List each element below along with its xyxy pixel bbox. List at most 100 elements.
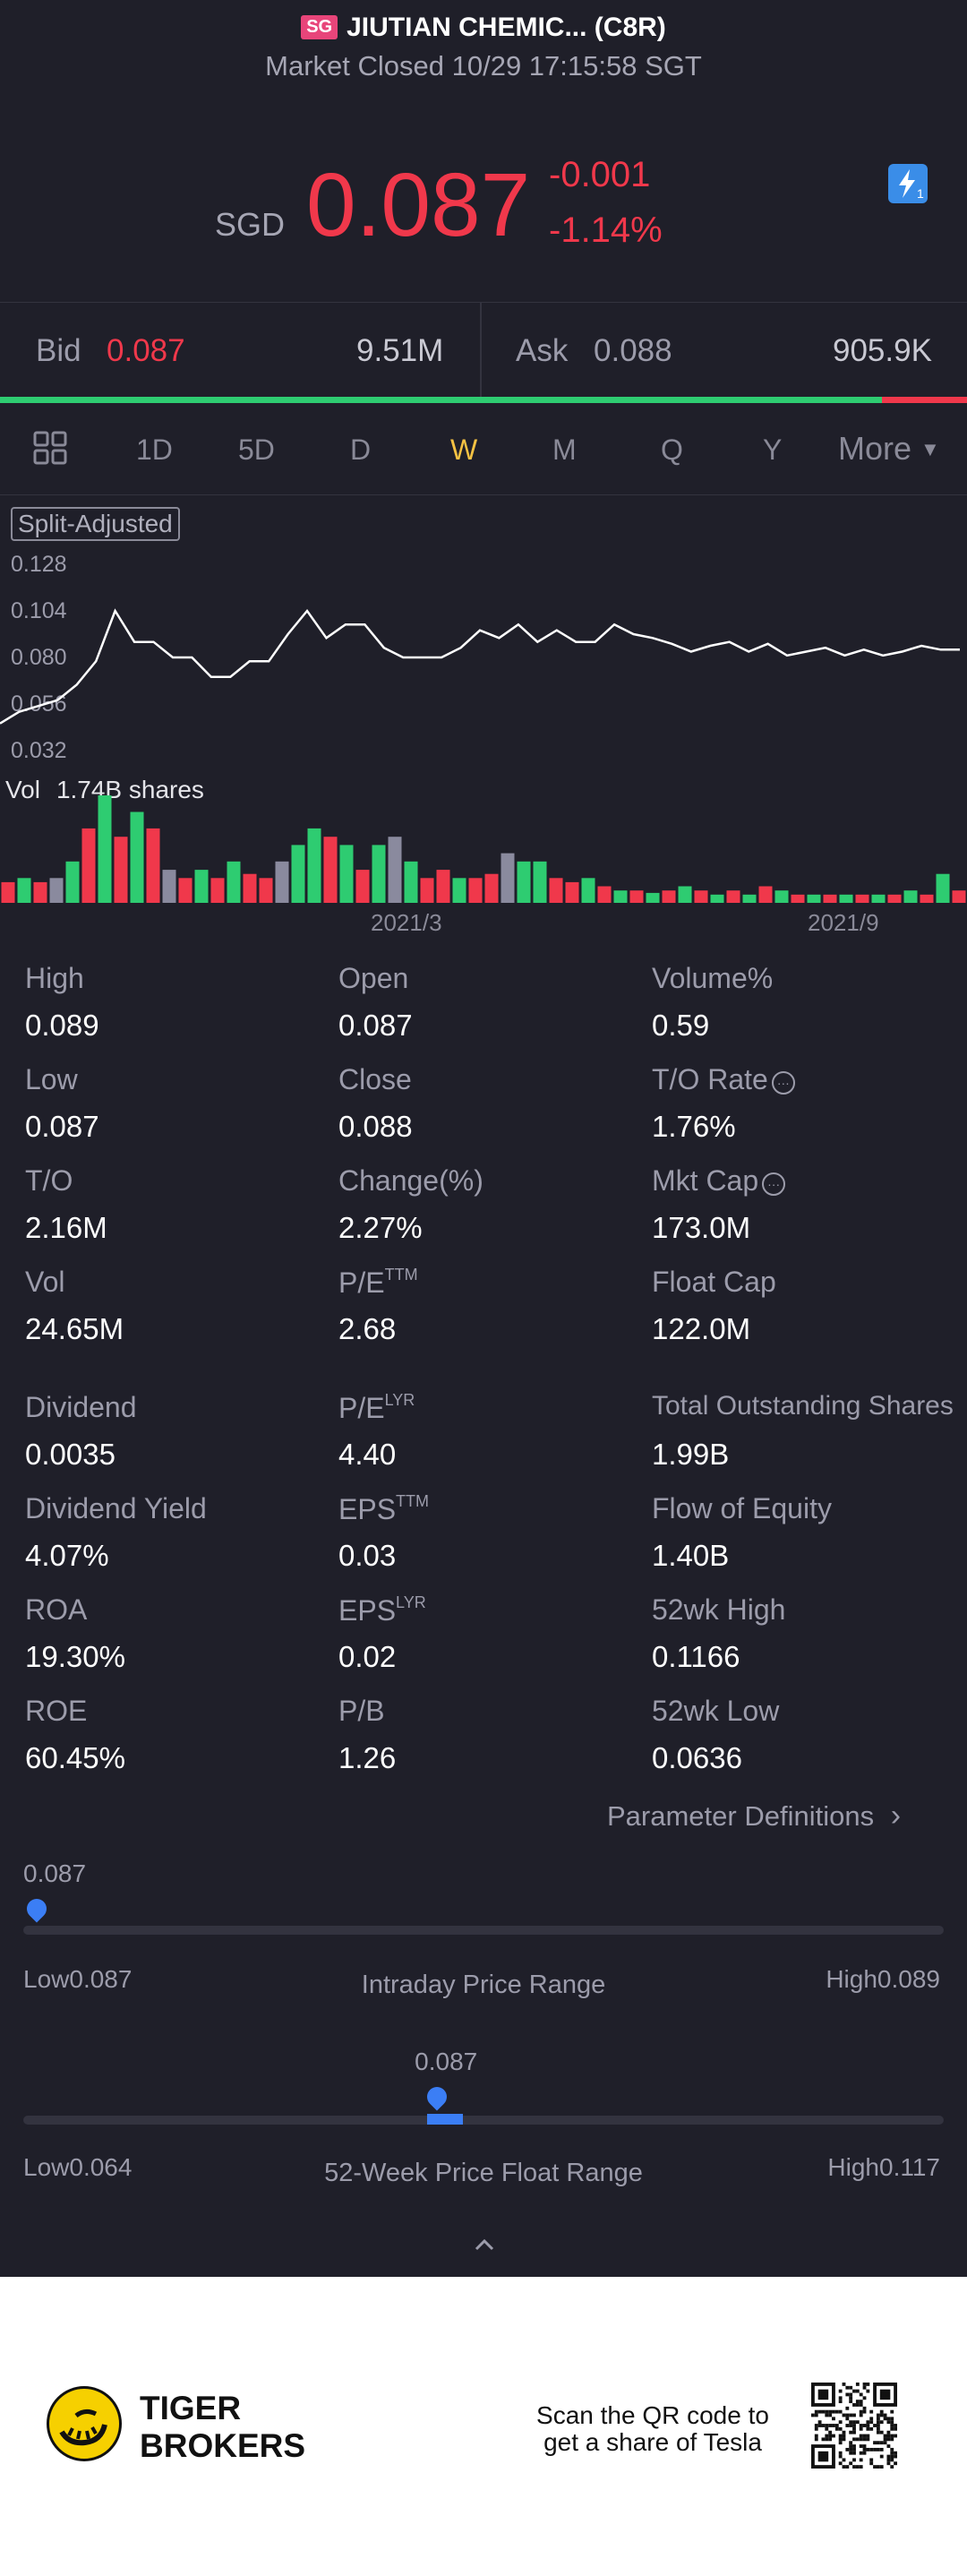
volume-bar (162, 870, 176, 903)
stat-value: 1.99B (652, 1438, 730, 1471)
stat-label: 52wk Low (652, 1695, 779, 1728)
info-icon[interactable]: ··· (762, 1172, 786, 1196)
stat-label: ROA (25, 1593, 87, 1627)
svg-text:1: 1 (917, 186, 924, 201)
parameter-definitions-link[interactable]: Parameter Definitions › (607, 1799, 901, 1833)
volume-bar (420, 878, 434, 903)
grid-icon[interactable] (32, 430, 68, 470)
intraday-high-label: High (826, 1965, 877, 1993)
volume-bar (146, 828, 160, 903)
volume-bar (807, 894, 821, 903)
stat-label: T/O (25, 1164, 73, 1198)
x-tick: 2021/9 (808, 909, 879, 936)
caret-down-icon: ▼ (920, 438, 940, 460)
week52-low-value: 0.064 (69, 2153, 133, 2181)
stat-label: P/B (338, 1695, 385, 1728)
stat-label-text: T/O Rate (652, 1063, 768, 1095)
intraday-marker-icon (22, 1894, 51, 1923)
volume-bar (501, 853, 515, 903)
stat-label: Vol (25, 1266, 64, 1299)
intraday-high: High0.089 (826, 1965, 940, 1994)
stat-label-text: Dividend Yield (25, 1492, 207, 1524)
market-status: Market Closed 10/29 17:15:58 SGT (265, 50, 702, 82)
volume-bar (791, 894, 805, 903)
stat-label-sup: TTM (396, 1492, 430, 1510)
tab-q[interactable]: Q (661, 434, 683, 466)
tiger-logo-icon (47, 2386, 122, 2461)
volume-bar-chart[interactable] (0, 788, 967, 905)
stat-value: 0.088 (338, 1110, 413, 1143)
volume-bar (404, 861, 418, 903)
tab-d[interactable]: D (350, 434, 372, 466)
volume-label: Vol 1.74B shares (5, 776, 204, 804)
stat-value: 0.0035 (25, 1438, 116, 1471)
scan-prompt-line1: Scan the QR code to (536, 2401, 769, 2429)
stat-value: 2.68 (338, 1312, 397, 1345)
stat-label-text: Change(%) (338, 1164, 484, 1197)
volume-bar (694, 890, 708, 903)
volume-bar (227, 861, 241, 903)
volume-bar (742, 894, 757, 903)
intraday-high-value: 0.089 (877, 1965, 940, 1993)
stat-value: 1.76% (652, 1110, 736, 1143)
volume-bar (17, 878, 31, 903)
tab-y[interactable]: Y (763, 434, 783, 466)
stat-label: ROE (25, 1695, 87, 1728)
week52-high-label: High (827, 2153, 879, 2181)
volume-bar (452, 878, 466, 903)
volume-bar (855, 894, 869, 903)
stat-value: 0.03 (338, 1539, 397, 1572)
tab-w[interactable]: W (450, 434, 478, 466)
volume-bar (678, 886, 692, 903)
tab-1d[interactable]: 1D (136, 434, 173, 466)
price-change-percent: -1.14% (549, 210, 663, 250)
scan-prompt: Scan the QR code to get a share of Tesla (523, 2402, 783, 2456)
stat-label-sup: LYR (396, 1593, 426, 1611)
stat-value: 60.45% (25, 1741, 125, 1774)
volume-bar (597, 886, 612, 903)
stat-label-text: P/E (338, 1267, 385, 1299)
split-adjusted-button[interactable]: Split-Adjusted (11, 507, 180, 541)
stat-label: Open (338, 962, 408, 995)
volume-bar (243, 873, 257, 903)
volume-bar (823, 894, 837, 903)
tab-more[interactable]: More ▼ (838, 430, 940, 468)
volume-bar (903, 890, 918, 903)
info-icon[interactable]: ··· (771, 1071, 795, 1095)
tab-5d[interactable]: 5D (238, 434, 275, 466)
volume-bar (758, 886, 773, 903)
volume-bar (98, 795, 112, 903)
intraday-low-value: 0.087 (69, 1965, 133, 1993)
stat-label-text: Close (338, 1063, 412, 1095)
bid-size: 9.51M (356, 333, 444, 368)
stat-value: 24.65M (25, 1312, 124, 1345)
ask-size: 905.9K (833, 333, 932, 368)
stat-label-sup: TTM (384, 1266, 418, 1284)
stat-label: EPSLYR (338, 1593, 426, 1627)
stat-label: Total Outstanding Shares (652, 1391, 954, 1421)
volume-bar (194, 870, 209, 903)
lightning-icon[interactable]: 1 (888, 164, 928, 203)
tab-more-label: More (838, 430, 912, 467)
week52-range-fill (427, 2114, 464, 2125)
week52-range-track (23, 2116, 944, 2125)
volume-bar (662, 890, 676, 903)
stat-label: Volume% (652, 962, 773, 995)
stat-label-text: Float Cap (652, 1266, 776, 1298)
stat-value: 173.0M (652, 1211, 751, 1244)
stat-label: P/ELYR (338, 1391, 415, 1425)
stat-label: High (25, 962, 84, 995)
volume-bar (613, 890, 628, 903)
volume-bar (33, 881, 47, 903)
volume-bar (323, 837, 338, 903)
stat-label-text: Mkt Cap (652, 1164, 759, 1197)
bid-price: 0.087 (107, 333, 185, 368)
volume-bar (339, 845, 354, 903)
y-tick: 0.104 (11, 598, 67, 623)
stat-label: T/O Rate ··· (652, 1063, 795, 1096)
volume-bar (533, 861, 547, 903)
tab-m[interactable]: M (552, 434, 577, 466)
collapse-chevron-icon[interactable] (474, 2228, 495, 2259)
price-line-chart[interactable] (0, 537, 967, 788)
volume-bar (871, 894, 886, 903)
